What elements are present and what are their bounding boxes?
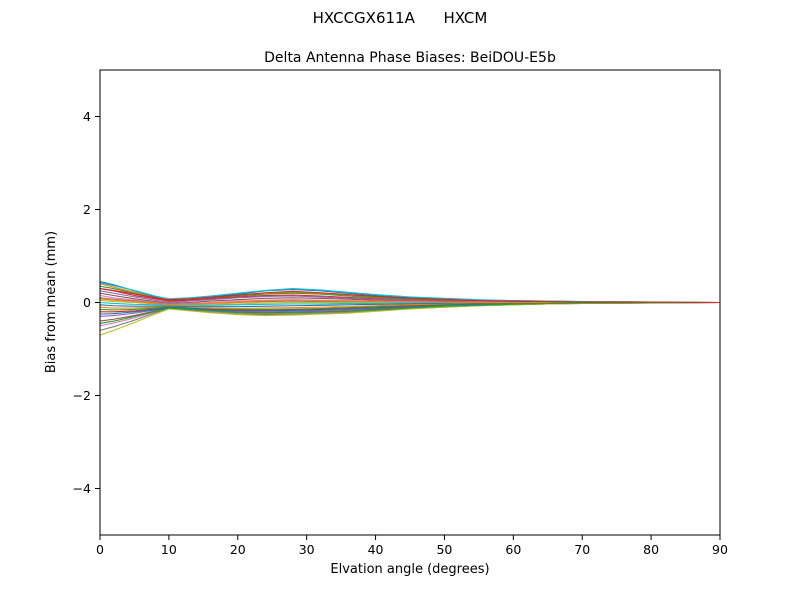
x-tick-label: 60 (505, 542, 521, 557)
x-tick-label: 20 (230, 542, 246, 557)
y-axis-label: Bias from mean (mm) (44, 231, 59, 373)
chart-title: HXCCGX611A HXCM (313, 9, 488, 27)
x-tick-label: 90 (712, 542, 728, 557)
x-tick-label: 70 (574, 542, 590, 557)
series-line-s22 (99, 298, 720, 306)
y-tick-label: −2 (73, 388, 91, 403)
series-line-s24 (99, 288, 721, 304)
x-tick-label: 40 (368, 542, 384, 557)
series-line-s23 (99, 301, 721, 324)
y-tick-label: 2 (83, 202, 91, 217)
x-tick-label: 10 (161, 542, 177, 557)
x-axis-label: Elvation angle (degrees) (330, 562, 489, 577)
chart-subtitle: Delta Antenna Phase Biases: BeiDOU-E5b (264, 50, 556, 66)
y-tick-label: 0 (83, 295, 91, 310)
x-tick-label: 80 (643, 542, 659, 557)
y-tick-label: −4 (73, 481, 91, 496)
plot-area: 0 10 20 30 40 50 60 70 80 90 −4 −2 0 2 4 (73, 69, 728, 557)
x-tick-label: 30 (299, 542, 315, 557)
x-tick-label: 0 (96, 542, 104, 557)
y-tick-label: 4 (83, 109, 91, 124)
x-tick-label: 50 (436, 542, 452, 557)
